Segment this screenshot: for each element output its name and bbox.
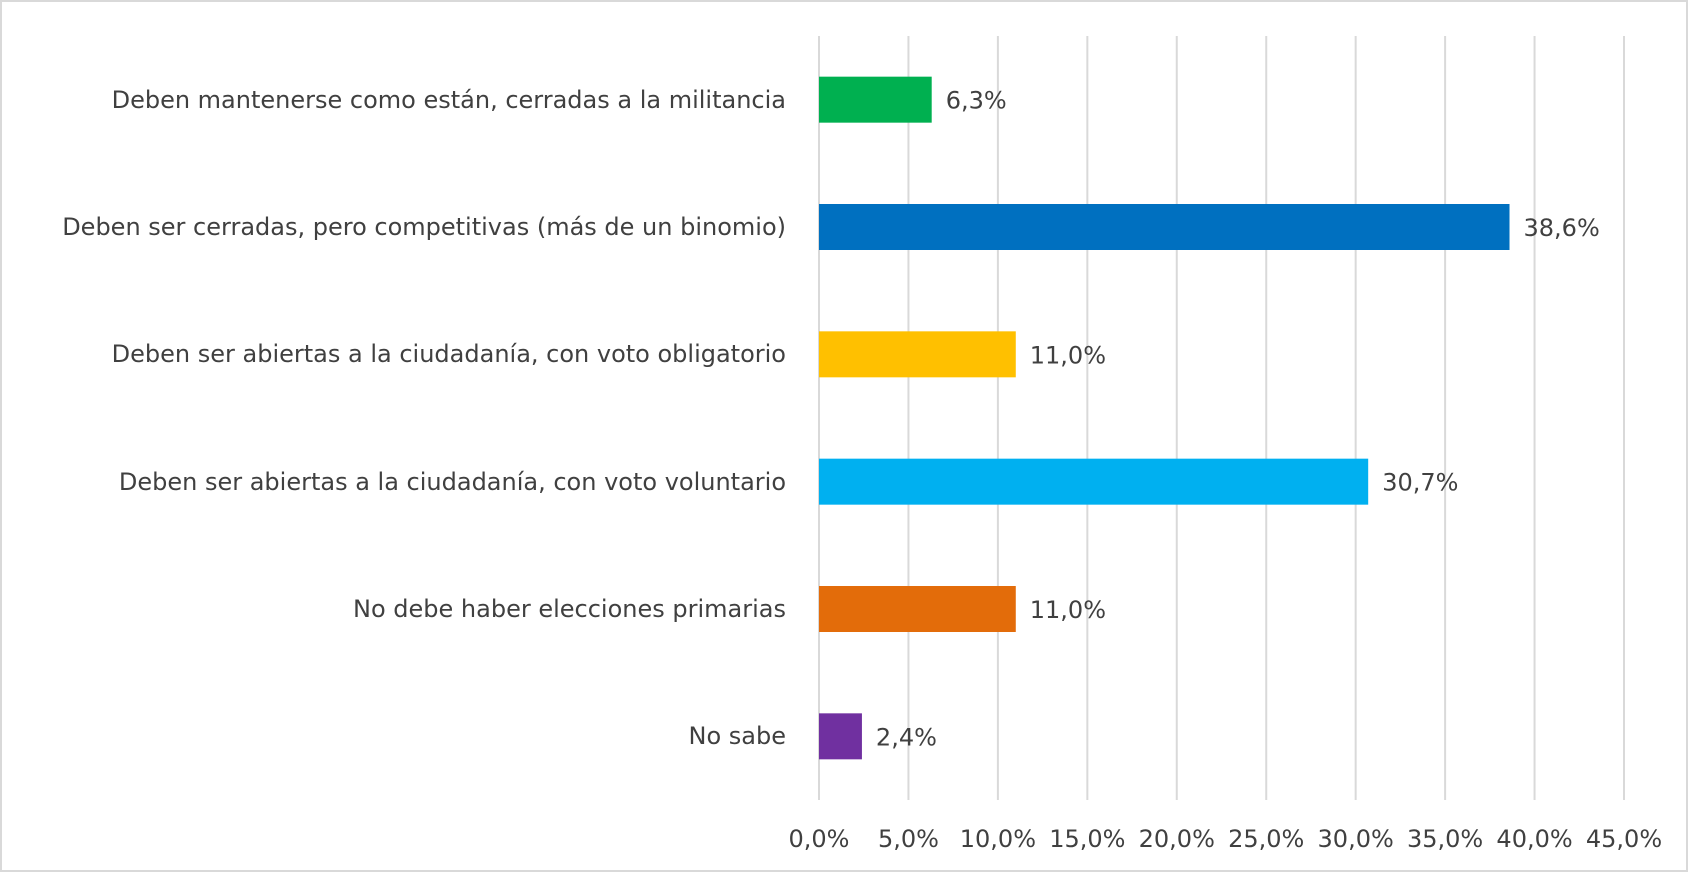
x-tick-label: 45,0% (1586, 825, 1662, 853)
x-tick-label: 0,0% (789, 825, 850, 853)
category-label: No sabe (688, 722, 786, 751)
data-label: 11,0% (1030, 596, 1106, 624)
category-label: Deben mantenerse como están, cerradas a … (111, 85, 786, 114)
x-tick-label: 25,0% (1228, 825, 1304, 853)
x-tick-label: 5,0% (878, 825, 939, 853)
bar (819, 331, 1016, 378)
x-tick-label: 30,0% (1318, 825, 1394, 853)
category-label: Deben ser abiertas a la ciudadanía, con … (118, 467, 786, 496)
data-label: 11,0% (1030, 341, 1106, 369)
category-label: Deben ser abiertas a la ciudadanía, con … (111, 340, 786, 369)
bar (819, 458, 1369, 505)
x-tick-label: 20,0% (1139, 825, 1215, 853)
data-label: 6,3% (946, 87, 1007, 115)
category-label: No debe haber elecciones primarias (353, 595, 786, 623)
x-tick-label: 40,0% (1496, 825, 1572, 853)
bar (819, 204, 1510, 250)
category-label: Deben ser cerradas, pero competitivas (m… (62, 213, 786, 241)
data-label: 38,6% (1524, 214, 1600, 242)
bar (819, 713, 862, 760)
x-tick-label: 15,0% (1049, 825, 1125, 853)
bar (819, 586, 1016, 632)
bar (819, 76, 932, 123)
x-tick-label: 10,0% (960, 825, 1036, 853)
data-label: 2,4% (876, 723, 937, 751)
data-label: 30,7% (1382, 469, 1458, 497)
x-tick-label: 35,0% (1407, 825, 1483, 853)
